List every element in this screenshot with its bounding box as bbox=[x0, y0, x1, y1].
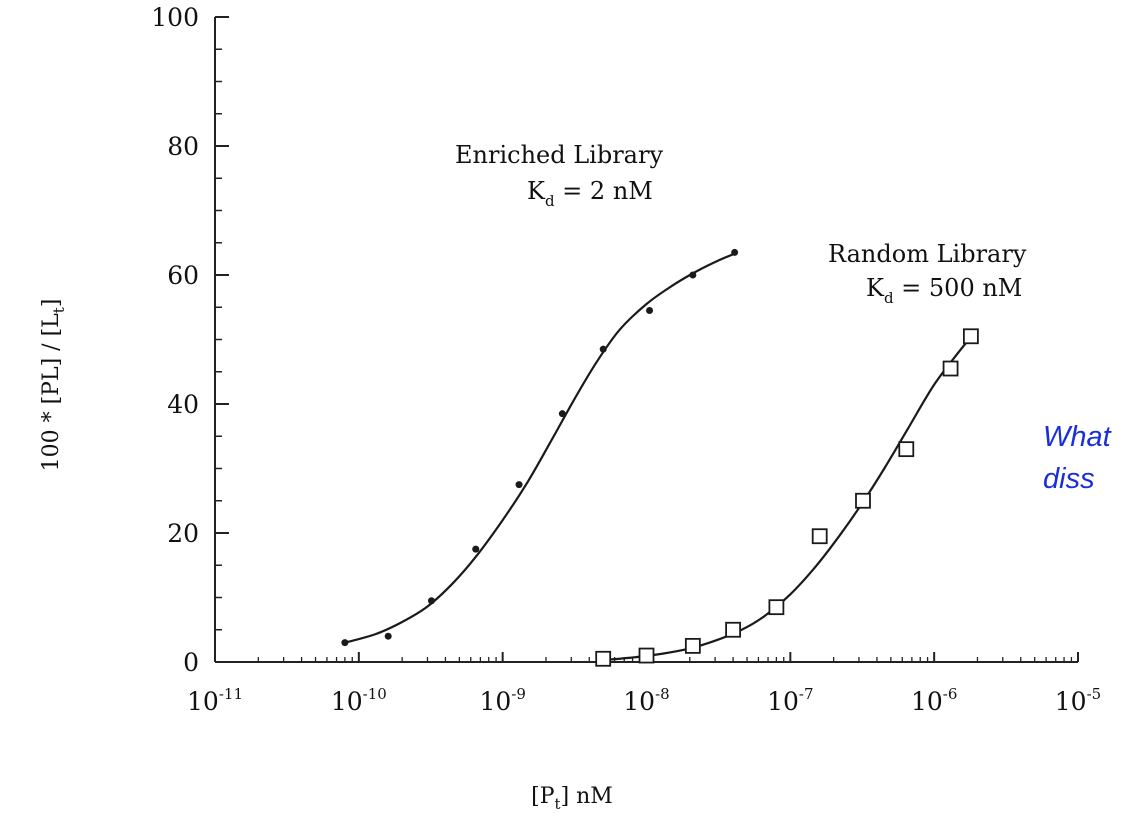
random-library-point bbox=[942, 360, 959, 377]
question-text-line-1: What bbox=[1043, 421, 1113, 453]
random-library-point bbox=[638, 647, 655, 664]
y-tick-label: 20 bbox=[167, 519, 199, 548]
random-library-fit-curve bbox=[603, 332, 976, 662]
enriched-library-label: Enriched Library bbox=[455, 141, 663, 169]
random-library-point bbox=[725, 621, 741, 638]
x-tick-label: 10-10 bbox=[331, 685, 387, 716]
axes bbox=[214, 17, 1078, 663]
y-tick-label: 40 bbox=[167, 390, 199, 419]
y-axis-ticks: 0 20 40 60 80 100 bbox=[151, 3, 229, 677]
question-text-line-2: diss bbox=[1043, 463, 1095, 495]
enriched-library-point bbox=[341, 639, 349, 647]
x-tick-label: 10-7 bbox=[767, 685, 813, 716]
enriched-library-point bbox=[384, 632, 392, 640]
enriched-library-fit-curve bbox=[344, 252, 736, 644]
x-tick-label: 10-8 bbox=[623, 685, 669, 716]
data-points bbox=[341, 248, 979, 667]
random-library-point bbox=[684, 637, 701, 654]
enriched-library-point bbox=[427, 597, 435, 605]
random-kd-label: Kd = 500 nM bbox=[866, 274, 1022, 307]
enriched-library-point bbox=[731, 248, 739, 256]
enriched-library-point bbox=[515, 481, 523, 489]
enriched-library-point bbox=[646, 306, 654, 314]
y-tick-label: 0 bbox=[183, 648, 199, 677]
y-tick-label: 60 bbox=[167, 261, 199, 290]
x-tick-label: 10-11 bbox=[187, 685, 243, 716]
enriched-library-point bbox=[558, 410, 566, 418]
fit-curves bbox=[344, 252, 976, 662]
enriched-library-point bbox=[472, 545, 480, 553]
enriched-kd-label: Kd = 2 nM bbox=[527, 177, 653, 210]
random-library-point bbox=[898, 441, 915, 458]
y-axis-label: 100 * [PL] / [Lt] bbox=[39, 299, 68, 472]
random-library-point bbox=[855, 492, 871, 509]
y-tick-label: 100 bbox=[151, 3, 199, 32]
random-library-point bbox=[768, 599, 785, 616]
x-tick-label: 10-9 bbox=[479, 685, 525, 716]
enriched-library-point bbox=[689, 271, 697, 279]
random-library-point bbox=[595, 650, 612, 667]
x-tick-label: 10-6 bbox=[911, 685, 957, 716]
random-library-label: Random Library bbox=[828, 240, 1027, 268]
x-axis-label: [Pt] nM bbox=[531, 784, 613, 813]
x-axis-ticks: 10-11 10-10 10-9 10-8 10-7 10-6 10-5 bbox=[187, 652, 1101, 716]
random-library-point bbox=[962, 328, 979, 345]
y-tick-label: 80 bbox=[167, 132, 199, 161]
x-tick-label: 10-5 bbox=[1055, 685, 1101, 716]
random-library-point bbox=[811, 528, 828, 545]
enriched-library-point bbox=[599, 345, 607, 353]
